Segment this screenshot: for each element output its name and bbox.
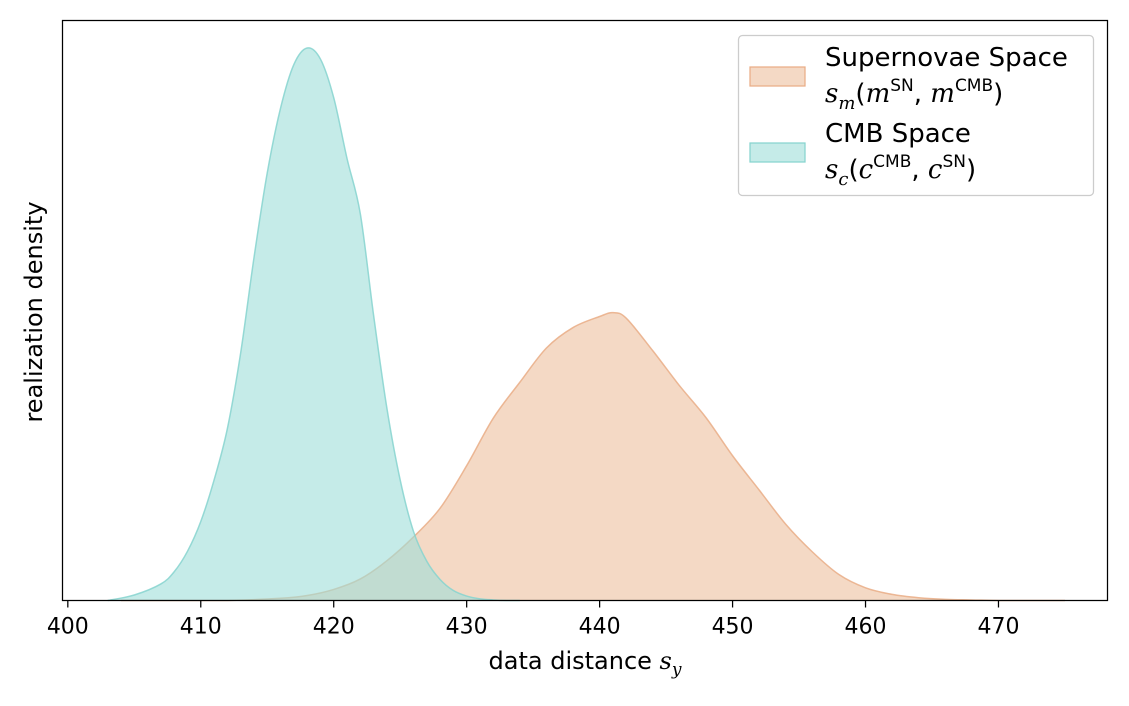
x-tick-label-420: 420	[313, 615, 355, 640]
x-tick-label-450: 450	[712, 615, 754, 640]
x-tick-label-410: 410	[180, 615, 222, 640]
series-area-0	[121, 312, 1065, 601]
x-tick-label-460: 460	[845, 615, 887, 640]
x-tick-label-440: 440	[579, 615, 621, 640]
x-tick-label-430: 430	[446, 615, 488, 640]
x-axis-title: data distance sy	[489, 647, 682, 680]
series-layer	[107, 47, 1065, 602]
x-tick-label-470: 470	[977, 615, 1019, 640]
legend-math-1: sc(cCMB, cSN)	[825, 152, 976, 190]
y-axis-title: realization density	[20, 201, 48, 422]
x-axis-math-sub: y	[671, 660, 682, 680]
legend-label-0: Supernovae Space	[825, 43, 1068, 73]
legend-swatch-0	[749, 66, 806, 87]
x-ticks: 400 410 420 430 440 450 460 470	[47, 600, 1019, 640]
legend-label-1: CMB Space	[825, 119, 971, 149]
x-axis-title-text: data distance	[489, 647, 652, 675]
legend-swatch-1	[749, 142, 806, 163]
legend-math-0: sm(mSN, mCMB)	[825, 76, 1003, 114]
series-line-1	[107, 47, 520, 602]
x-axis-math-base: s	[660, 647, 672, 675]
plot-frame	[61, 19, 1109, 602]
legend-box	[737, 34, 1095, 197]
series-area-1	[107, 47, 520, 601]
x-tick-label-400: 400	[47, 615, 89, 640]
